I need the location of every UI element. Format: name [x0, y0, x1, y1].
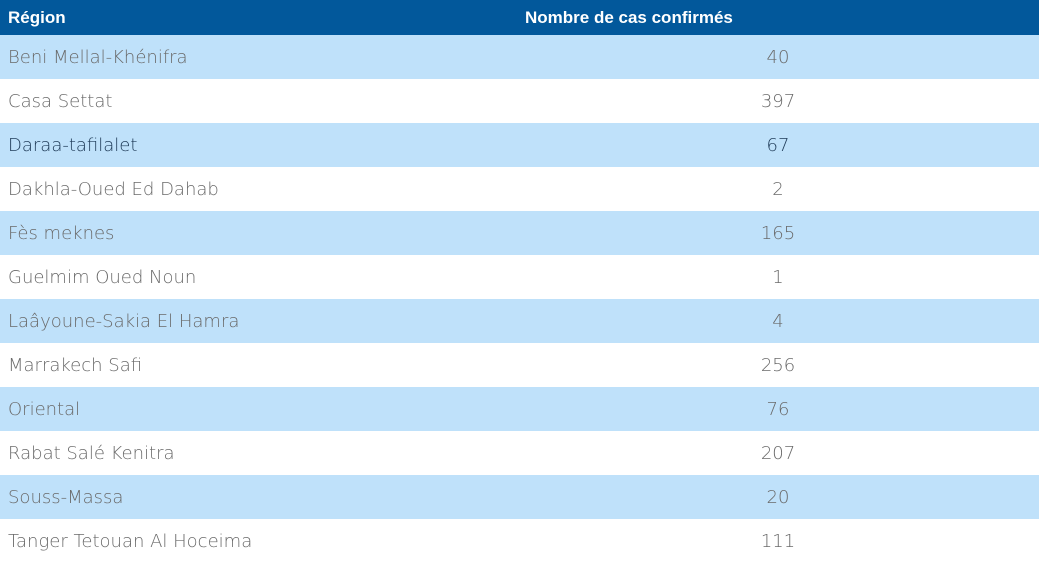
cases-cell: 2 [772, 179, 784, 200]
region-cell: Beni Mellal-Khénifra [8, 47, 188, 68]
cases-cell: 397 [760, 91, 796, 112]
region-cell: Marrakech Safi [8, 355, 143, 376]
table-header: Région Nombre de cas confirmés [0, 0, 1039, 35]
region-cell: Fès meknes [8, 223, 115, 244]
region-cell: Souss-Massa [8, 487, 124, 508]
region-cell: Guelmim Oued Noun [8, 267, 197, 288]
cases-cell: 165 [760, 223, 796, 244]
cases-cell: 256 [760, 355, 796, 376]
header-cell: Région [8, 8, 66, 27]
table-row: Laâyoune-Sakia El Hamra 4 [0, 299, 1039, 343]
cases-cell: 1 [772, 267, 784, 288]
cases-cell: 76 [766, 399, 790, 420]
table-row: Guelmim Oued Noun 1 [0, 255, 1039, 299]
table-row: Rabat Salé Kenitra 207 [0, 431, 1039, 475]
cases-cell: 40 [766, 47, 790, 68]
table-row: Daraa-tafilalet 67 [0, 123, 1039, 167]
region-cell: Casa Settat [8, 91, 113, 112]
cases-cell: 207 [760, 443, 796, 464]
table-row: Souss-Massa 20 [0, 475, 1039, 519]
region-cell: Dakhla-Oued Ed Dahab [8, 179, 219, 200]
header-cell: Nombre de cas confirmés [525, 8, 733, 27]
cases-cell: 111 [760, 531, 796, 552]
table-row: Tanger Tetouan Al Hoceima 111 [0, 519, 1039, 563]
region-cell: Oriental [8, 399, 81, 420]
table-row: Beni Mellal-Khénifra 40 [0, 35, 1039, 79]
region-cell: Laâyoune-Sakia El Hamra [8, 311, 240, 332]
region-cell: Daraa-tafilalet [8, 135, 138, 156]
table-row: Fès meknes 165 [0, 211, 1039, 255]
region-cell: Rabat Salé Kenitra [8, 443, 175, 464]
cases-cell: 4 [772, 311, 784, 332]
table-row: Dakhla-Oued Ed Dahab 2 [0, 167, 1039, 211]
table-row: Oriental 76 [0, 387, 1039, 431]
table-row: Casa Settat 397 [0, 79, 1039, 123]
cases-cell: 67 [766, 135, 790, 156]
region-cell: Tanger Tetouan Al Hoceima [8, 531, 253, 552]
cases-cell: 20 [766, 487, 790, 508]
table-row: Marrakech Safi 256 [0, 343, 1039, 387]
